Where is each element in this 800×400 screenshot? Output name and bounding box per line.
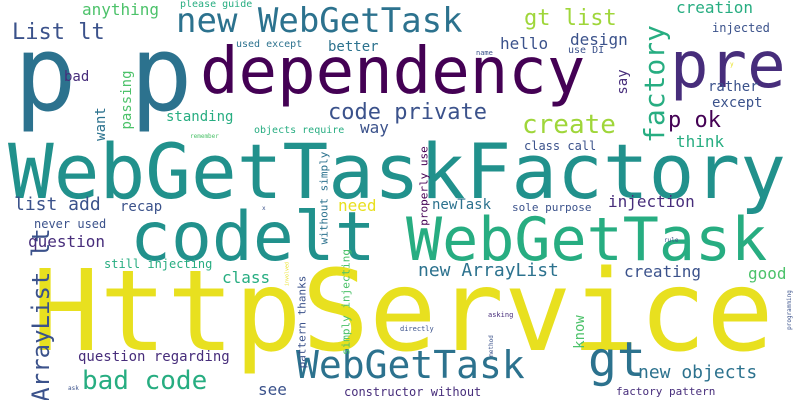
- word-remember: remember: [190, 133, 219, 140]
- word-webgettask-bottom: WebGetTask: [296, 343, 525, 387]
- word-new-objects: new objects: [638, 362, 758, 383]
- word-y: y: [730, 61, 734, 68]
- word-think: think: [676, 132, 725, 151]
- word-pre: pre: [670, 29, 786, 103]
- word-creation: creation: [676, 0, 754, 17]
- word-question-regarding: question regarding: [78, 349, 230, 365]
- word-factory: factory: [638, 24, 671, 144]
- word-code-private: code private: [328, 100, 487, 125]
- word-properly-use: properly use: [417, 146, 431, 226]
- word-constructor-without: constructor without: [344, 385, 482, 399]
- word-x: x: [262, 205, 266, 212]
- word-method: method: [488, 335, 495, 357]
- word-injection: injection: [608, 192, 695, 211]
- word-see: see: [258, 380, 287, 399]
- word-standing: standing: [166, 109, 234, 125]
- word-bad-code: bad code: [82, 366, 208, 396]
- word-webgettask-big: WebGetTask: [406, 205, 768, 275]
- word-need: need: [338, 196, 377, 215]
- word-gt-list: gt list: [524, 6, 617, 31]
- word-new-arraylist: new ArrayList: [418, 260, 559, 281]
- word-bad: bad: [64, 69, 90, 85]
- word-never-used: never used: [34, 217, 107, 231]
- word-please-guide: please guide: [180, 0, 253, 10]
- word-ask: ask: [68, 385, 79, 392]
- word-better: better: [328, 39, 379, 55]
- word-directly: directly: [400, 325, 434, 333]
- word-simply-injecting: simply injecting: [339, 249, 353, 355]
- word-hello: hello: [500, 34, 549, 53]
- word-good: good: [748, 264, 787, 283]
- word-pattern-thanks: pattern thanks: [295, 275, 309, 369]
- word-p-big: p: [14, 13, 77, 135]
- word-know: know: [572, 315, 588, 349]
- word-p-second: p: [130, 13, 193, 135]
- word-sole-purpose: sole purpose: [512, 201, 592, 214]
- word-without-simply: without simply: [317, 151, 331, 245]
- word-asking: asking: [488, 311, 514, 319]
- word-arraylist-lt: ArrayList lt: [27, 228, 55, 400]
- word-list-lt: List lt: [12, 20, 105, 45]
- word-class-call: class call: [524, 139, 597, 153]
- word-objects-require: objects require: [254, 125, 345, 136]
- word-gt-big: gt: [588, 332, 646, 388]
- word-codelt: codelt: [130, 198, 376, 277]
- word-rule: rule: [664, 237, 679, 244]
- word-say: say: [615, 69, 631, 95]
- word-still-injecting: still injecting: [104, 257, 213, 271]
- word-used-except: used except: [236, 39, 303, 50]
- word-class: class: [222, 268, 271, 287]
- word-p-ok: p ok: [668, 108, 721, 133]
- word-programming: programming: [786, 290, 793, 330]
- word-passing: passing: [119, 70, 135, 130]
- word-anything: anything: [82, 0, 160, 19]
- word-injected: injected: [712, 21, 770, 35]
- word-creating: creating: [624, 262, 702, 281]
- word-question: question: [28, 232, 106, 251]
- word-list-add: list add: [14, 194, 101, 215]
- word-involved: involved: [284, 261, 291, 287]
- word-webgettaskfactory: WebGetTaskFactory: [8, 127, 786, 216]
- word-dependency: dependency: [200, 35, 586, 109]
- word-rather: rather: [708, 79, 759, 95]
- word-name: name: [476, 49, 493, 57]
- word-want: want: [93, 107, 109, 141]
- word-except: except: [712, 95, 763, 111]
- word-new-webgettask: new WebGetTask: [176, 1, 463, 41]
- word-httpservice: HttpService: [32, 247, 774, 377]
- word-design: design: [570, 30, 628, 49]
- word-way: way: [360, 118, 389, 137]
- word-newtask: newTask: [432, 197, 492, 213]
- word-use-di: use DI: [568, 45, 605, 56]
- word-create: create: [522, 110, 616, 140]
- word-recap: recap: [120, 199, 163, 215]
- word-factory-pattern: factory pattern: [616, 385, 716, 398]
